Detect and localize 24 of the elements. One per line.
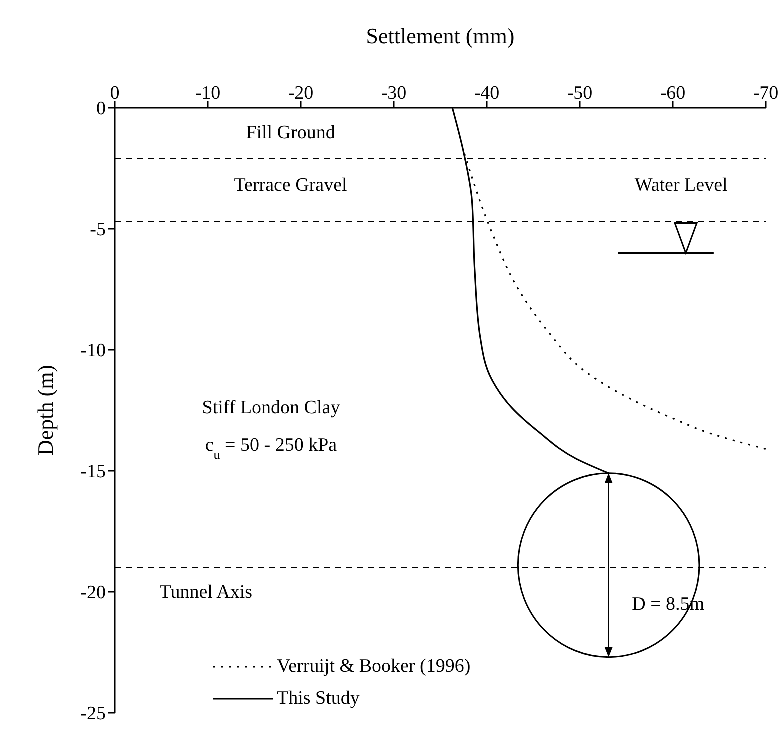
annotation: Water Level xyxy=(634,174,728,196)
annotation: Tunnel Axis xyxy=(160,582,253,604)
x-tick-label: 0 xyxy=(110,83,120,104)
y-tick-label: 0 xyxy=(96,98,106,120)
legend-label: Verruijt & Booker (1996) xyxy=(277,656,471,678)
x-tick-label: -30 xyxy=(381,83,407,104)
legend-label: This Study xyxy=(277,688,360,710)
x-tick-label: -40 xyxy=(474,83,500,104)
annotation: c$_{u}$ = 50 - 250 kPa xyxy=(205,435,338,462)
x-tick-label: -60 xyxy=(660,83,686,104)
x-tick-label: -50 xyxy=(567,83,593,104)
y-tick-label: -10 xyxy=(80,340,106,362)
x-tick-label: -70 xyxy=(753,83,779,104)
x-tick-label: -10 xyxy=(195,83,221,104)
annotation: Stiff London Clay xyxy=(202,398,341,419)
y-axis-title: Depth (m) xyxy=(32,364,58,456)
y-tick-label: -25 xyxy=(80,704,106,725)
x-axis-title: Settlement (mm) xyxy=(366,24,515,49)
annotation: Fill Ground xyxy=(246,122,336,144)
y-tick-label: -20 xyxy=(80,582,106,604)
annotation: Terrace Gravel xyxy=(234,174,348,196)
y-tick-label: -15 xyxy=(80,462,106,483)
y-tick-label: -5 xyxy=(90,220,106,241)
x-tick-label: -20 xyxy=(288,83,314,104)
